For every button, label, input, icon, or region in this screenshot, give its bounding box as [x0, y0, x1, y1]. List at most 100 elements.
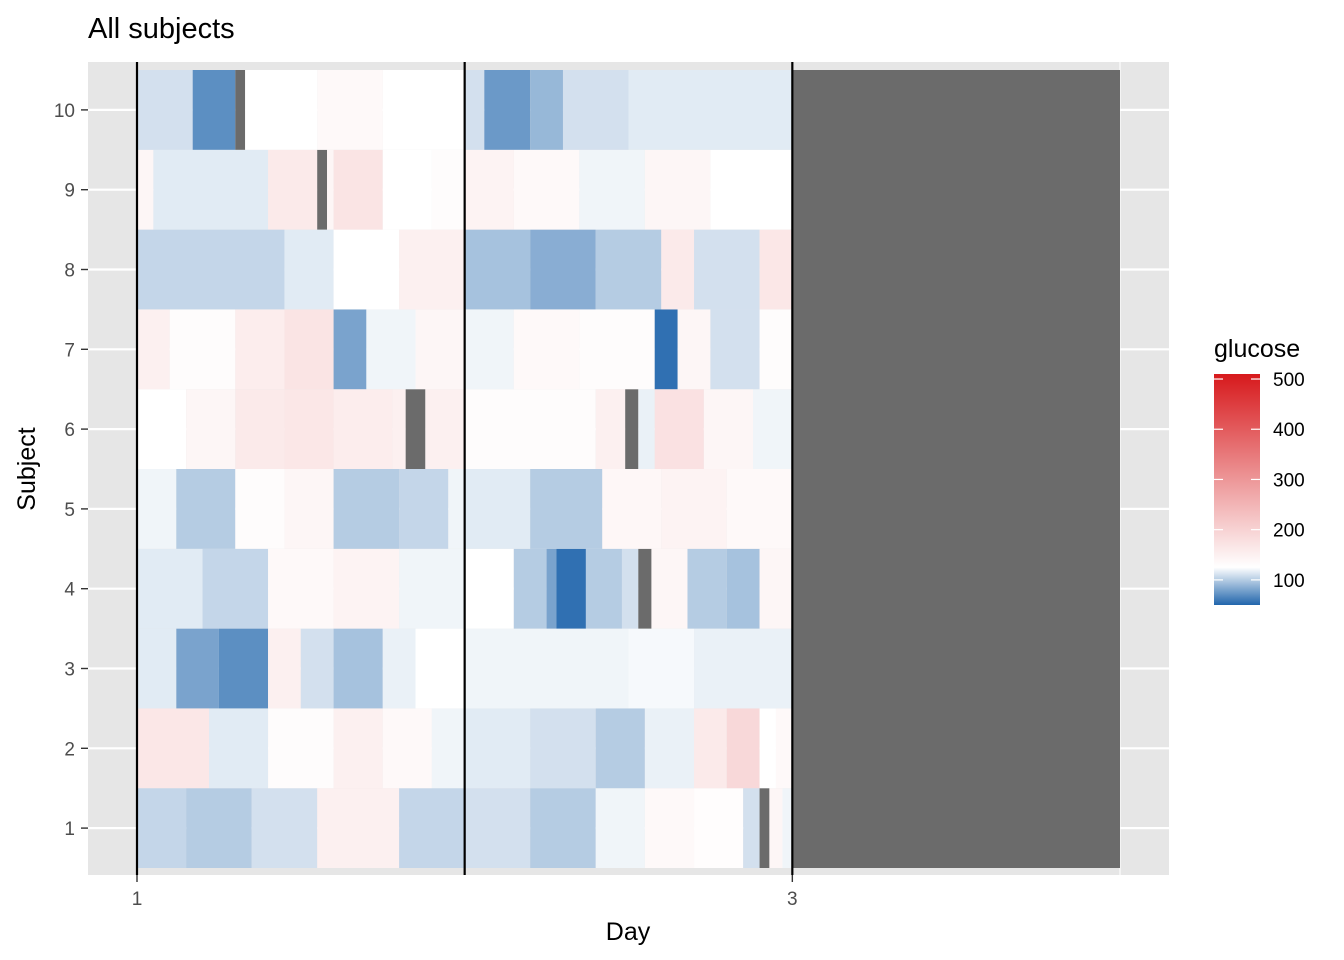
glucose-cell [775, 708, 793, 789]
legend-tick-label: 200 [1273, 521, 1305, 542]
missing-block-rect [792, 70, 1120, 868]
glucose-cell [284, 309, 334, 390]
legend-tick-label: 300 [1273, 470, 1305, 491]
legend-tick-label: 400 [1273, 420, 1305, 441]
y-tick-label: 8 [64, 261, 75, 282]
x-tick-label: 3 [787, 889, 798, 910]
glucose-cell [464, 149, 514, 230]
glucose-cell [759, 708, 776, 789]
glucose-cell [137, 70, 193, 150]
glucose-cell [464, 628, 629, 709]
glucose-cell [300, 628, 334, 709]
glucose-cell [415, 628, 465, 709]
glucose-cell [546, 548, 557, 629]
legend-colorbar [1214, 374, 1260, 605]
subject-row-1 [137, 788, 793, 868]
glucose-cell [137, 788, 187, 868]
glucose-cell [333, 628, 383, 709]
glucose-cell [245, 70, 318, 150]
glucose-cell [366, 309, 416, 390]
glucose-cell [333, 469, 400, 549]
y-axis-label: Subject [13, 427, 41, 510]
legend: glucose 500 400 300 200 100 [1214, 335, 1305, 605]
glucose-cell [759, 229, 793, 310]
glucose-cell [251, 788, 318, 868]
glucose-cell [484, 70, 531, 150]
glucose-cell [694, 628, 793, 709]
glucose-cell [186, 389, 236, 469]
glucose-cell [628, 70, 793, 150]
subject-row-5 [137, 469, 793, 549]
glucose-cell [202, 548, 269, 629]
glucose-cell [448, 469, 465, 549]
glucose-cell [703, 389, 754, 469]
glucose-cell [137, 548, 203, 629]
glucose-cell [654, 309, 678, 390]
heatmap-rows [137, 70, 793, 868]
glucose-cell [137, 309, 170, 390]
glucose-cell [743, 788, 760, 868]
glucose-cell [644, 788, 695, 868]
y-tick-label: 10 [54, 101, 75, 122]
missing-data-region [792, 70, 1120, 868]
x-axis-label: Day [606, 918, 651, 946]
glucose-cell [530, 708, 596, 789]
glucose-cell [661, 469, 727, 549]
glucose-cell [382, 70, 465, 150]
glucose-cell [638, 389, 655, 469]
y-axis: 1 2 3 4 5 6 7 8 9 10 [54, 101, 88, 840]
glucose-cell [169, 309, 236, 390]
subject-row-7 [137, 309, 793, 390]
glucose-cell [579, 309, 655, 390]
glucose-cell [464, 469, 531, 549]
glucose-cell [579, 149, 645, 230]
y-tick-label: 6 [64, 420, 75, 441]
glucose-cell [710, 149, 793, 230]
subject-row-10 [137, 70, 793, 150]
glucose-cell [431, 708, 465, 789]
y-tick-label: 1 [64, 819, 75, 840]
glucose-cell [628, 628, 695, 709]
glucose-cell [137, 708, 210, 789]
glucose-cell [464, 708, 531, 789]
glucose-cell [513, 149, 580, 230]
glucose-cell [382, 149, 432, 230]
glucose-cell [513, 309, 580, 390]
glucose-cell [644, 149, 711, 230]
glucose-cell [782, 788, 793, 868]
glucose-cell [595, 229, 662, 310]
missing-cell [638, 548, 652, 629]
glucose-cell [513, 548, 547, 629]
glucose-cell [284, 389, 334, 469]
missing-cell [317, 149, 328, 230]
day-boundary-lines [135, 62, 794, 875]
x-tick-label: 1 [132, 889, 143, 910]
y-tick-label: 9 [64, 181, 75, 202]
glucose-cell [399, 469, 449, 549]
glucose-cell [333, 548, 400, 629]
glucose-cell [464, 309, 514, 390]
missing-cell [235, 70, 246, 150]
glucose-cell [654, 389, 704, 469]
glucose-cell [137, 628, 177, 709]
subject-row-6 [137, 389, 793, 469]
glucose-cell [392, 389, 406, 469]
glucose-cell [464, 788, 531, 868]
glucose-cell [399, 229, 465, 310]
glucose-cell [595, 389, 626, 469]
glucose-cell [710, 309, 760, 390]
glucose-cell [415, 309, 465, 390]
glucose-cell [726, 548, 760, 629]
glucose-cell [726, 708, 760, 789]
glucose-cell [769, 788, 783, 868]
glucose-cell [333, 389, 393, 469]
y-tick-label: 7 [64, 340, 75, 361]
y-tick-label: 5 [64, 500, 75, 521]
glucose-cell [268, 708, 334, 789]
legend-ticks: 500 400 300 200 100 [1214, 370, 1305, 592]
glucose-cell [333, 229, 400, 310]
glucose-cell [530, 70, 563, 150]
glucose-cell [209, 708, 269, 789]
